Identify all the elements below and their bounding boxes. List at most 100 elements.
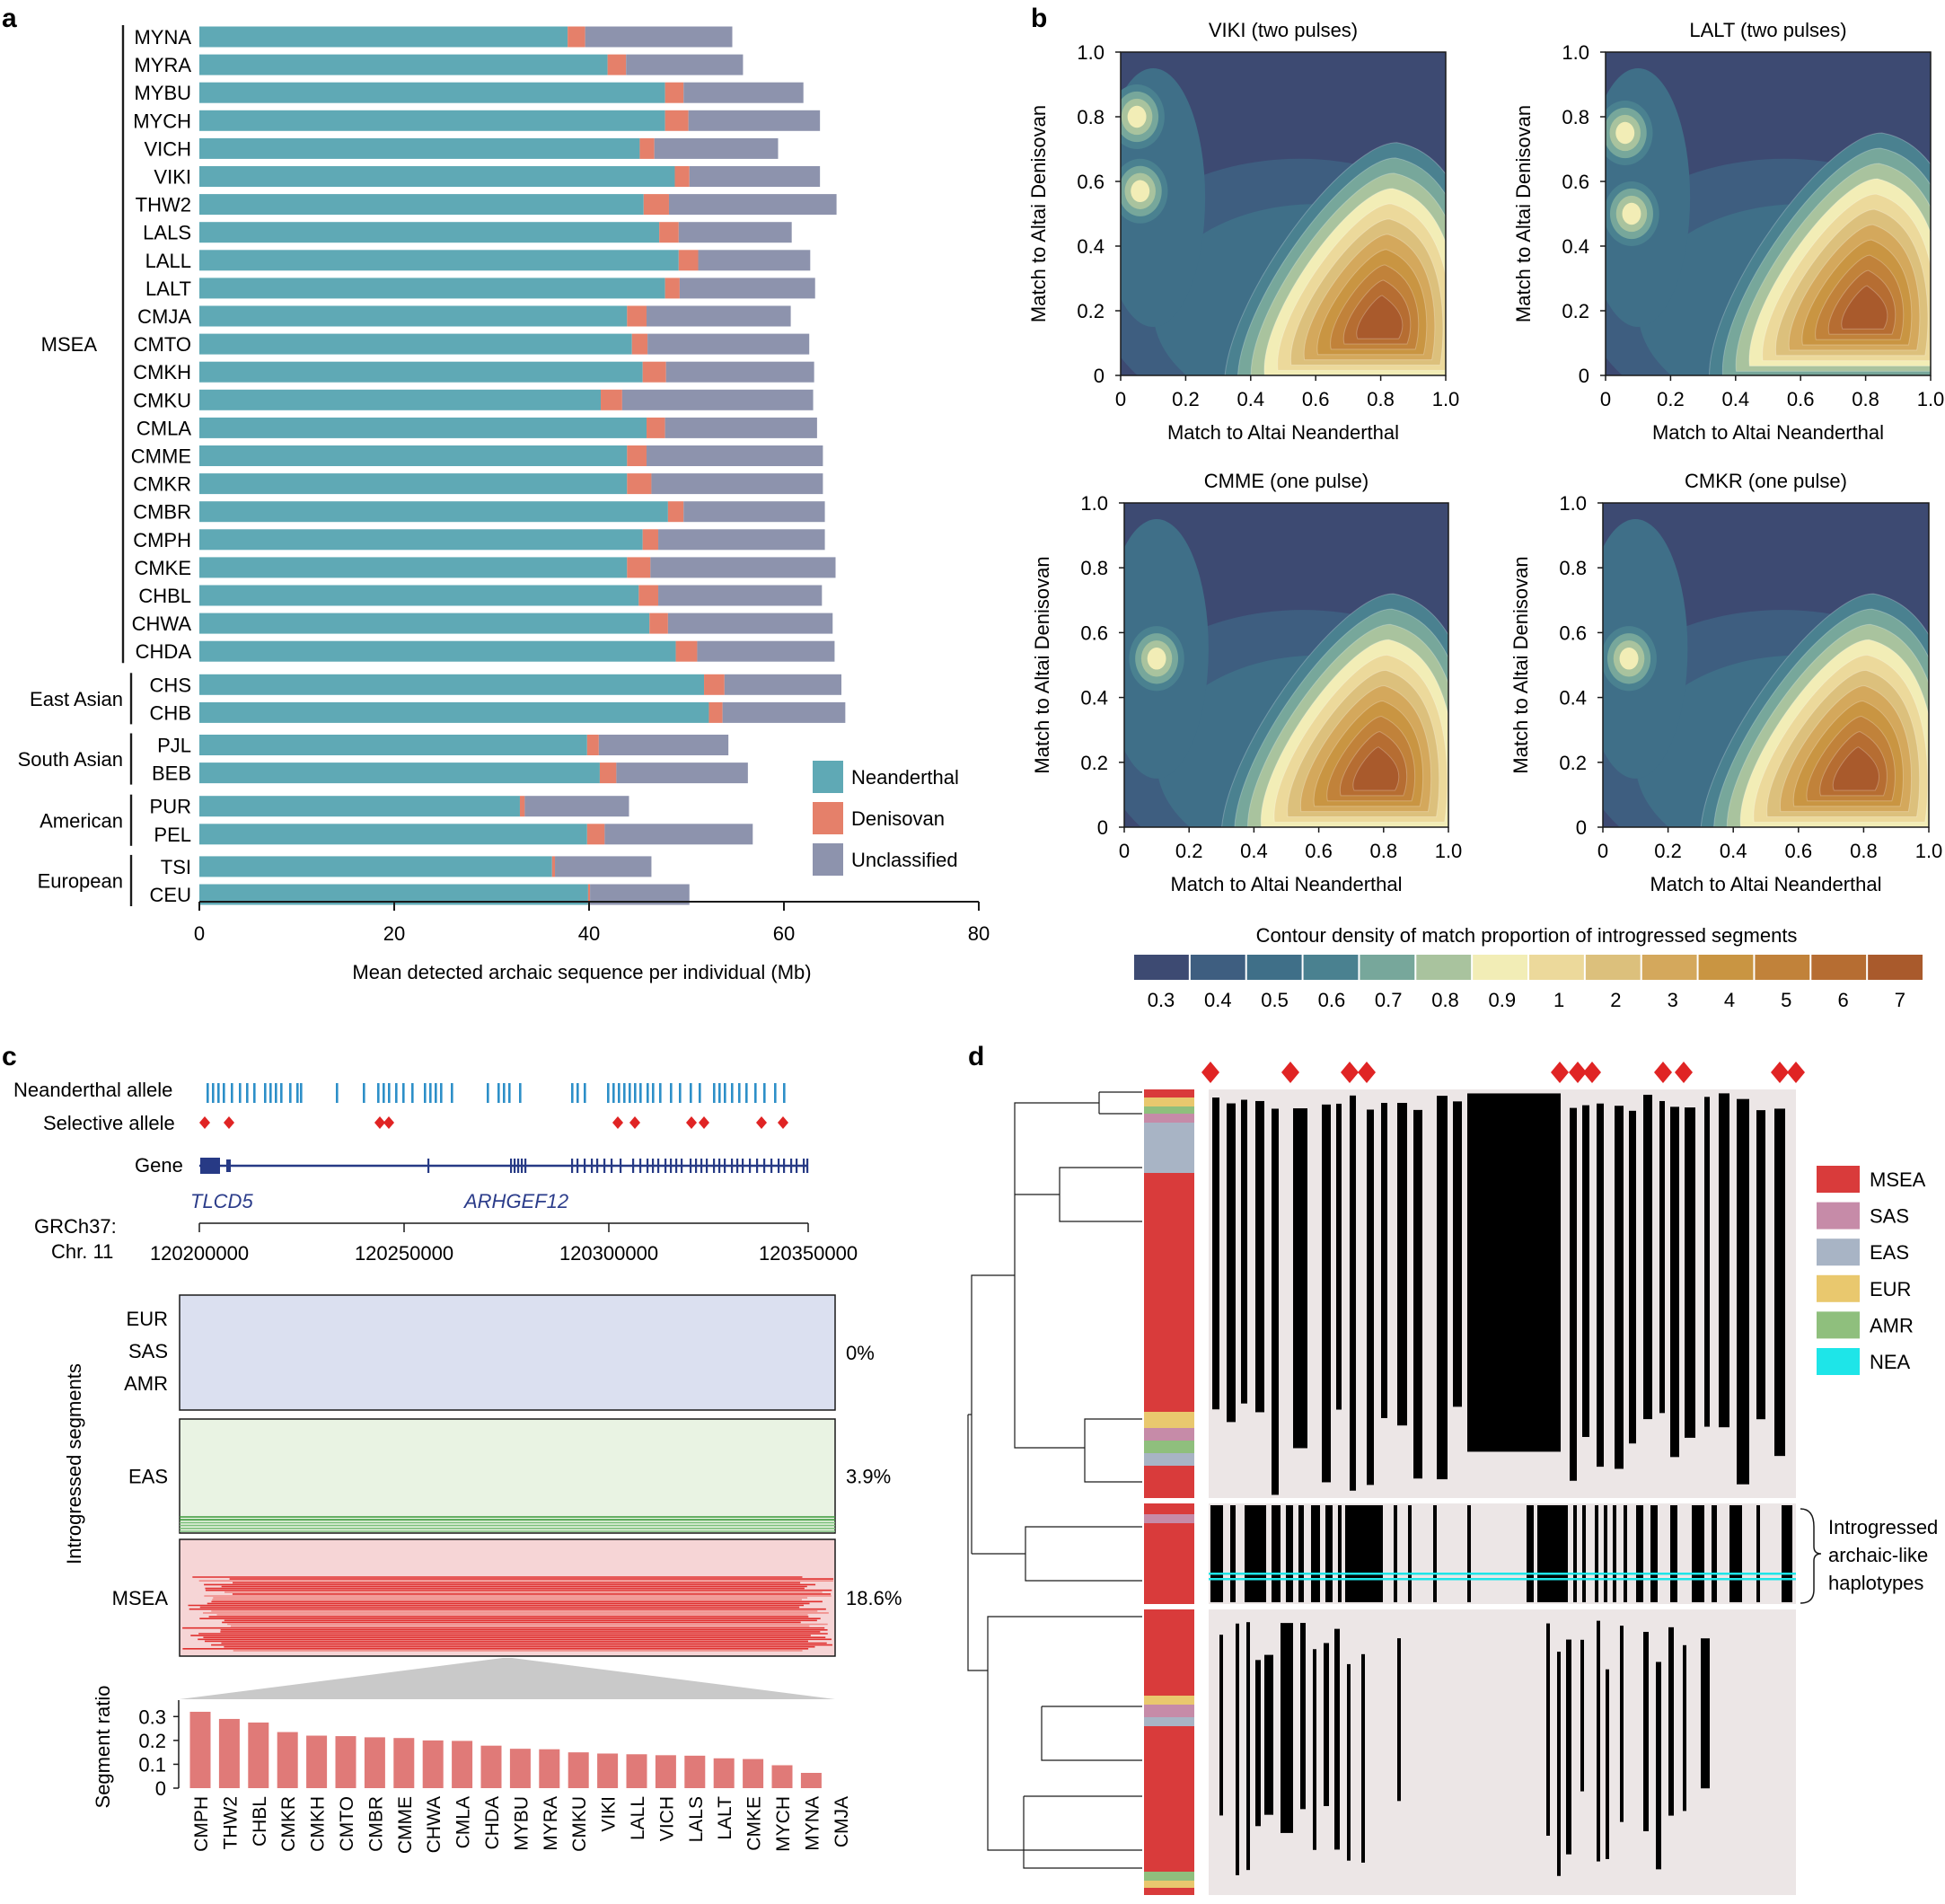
ratio-ytick-label-1: 0.1 [138, 1753, 166, 1776]
population-strip-segment-1 [1144, 1097, 1194, 1106]
legend-label-EUR: EUR [1870, 1278, 1911, 1300]
haplotype-col-c-10 [1347, 1663, 1351, 1861]
row-label-CMPH: CMPH [133, 529, 191, 551]
colorbar-cell-7 [1529, 955, 1584, 980]
colorbar-label-12: 6 [1837, 989, 1848, 1011]
dendrogram-branch-1 [1014, 1102, 1099, 1449]
row-label-CHS: CHS [150, 674, 191, 696]
gene-exon-42 [806, 1159, 809, 1173]
group-label-0: MSEA [41, 333, 98, 356]
selective-site-marker-3 [1358, 1062, 1376, 1083]
neanderthal-allele-tick-34 [576, 1083, 579, 1103]
density-title-0: VIKI (two pulses) [1209, 19, 1358, 41]
ratio-bar-CMME [393, 1738, 415, 1788]
ratio-category-label-VICH: VICH [656, 1796, 677, 1841]
density-xlabel-1: Match to Altai Neanderthal [1652, 421, 1884, 444]
row-label-VIKI: VIKI [154, 166, 191, 189]
selective-allele-marker-4 [612, 1116, 623, 1129]
neanderthal-allele-tick-5 [239, 1083, 242, 1103]
ratio-category-label-CMPH: CMPH [191, 1796, 212, 1852]
density-ytick-label-3-2: 0.4 [1559, 687, 1587, 710]
density-xlabel-3: Match to Altai Neanderthal [1650, 873, 1881, 895]
introgressed-segments-axis-label: Introgressed segments [63, 1363, 85, 1565]
population-strip-segment-21 [1144, 1881, 1194, 1888]
dendrogram-branch-0 [1098, 1091, 1142, 1115]
gene-exon-25 [700, 1159, 703, 1173]
density-title-3: CMKR (one pulse) [1685, 470, 1847, 492]
population-strip-segment-10 [1144, 1453, 1194, 1466]
colorbar-label-7: 1 [1553, 989, 1564, 1011]
haplotype-col-a-15 [1467, 1093, 1561, 1452]
row-label-CMME: CMME [131, 445, 191, 468]
ratio-bar-CHBL [248, 1722, 269, 1788]
density-ytick-label-0-5: 1.0 [1077, 41, 1105, 64]
density-xtick-label-1-2: 0.4 [1722, 388, 1750, 410]
bar-unclassified-VIKI [689, 166, 821, 187]
gene-exon-35 [763, 1159, 766, 1173]
bar-neanderthal-PJL [199, 735, 587, 755]
ratio-y-axis-title: Segment ratio [92, 1686, 114, 1809]
bar-denisovan-CMKR [627, 473, 652, 495]
density-ytick-label-3-3: 0.6 [1559, 621, 1587, 644]
density-ytick-label-2-0: 0 [1097, 816, 1108, 839]
row-label-PUR: PUR [150, 796, 191, 818]
gene-exon-17 [652, 1159, 655, 1173]
bar-unclassified-CMTO [647, 333, 810, 355]
colorbar-label-10: 4 [1724, 989, 1735, 1011]
bar-neanderthal-CMME [199, 445, 628, 466]
neanderthal-allele-tick-15 [336, 1083, 339, 1103]
ratio-bar-CMKU [568, 1752, 589, 1788]
ratio-ytick-label-3: 0.3 [138, 1706, 166, 1728]
neanderthal-allele-tick-24 [429, 1083, 432, 1103]
bar-unclassified-MYCH [688, 110, 821, 131]
haplotype-col-c-7 [1313, 1649, 1316, 1850]
gene-exon-26 [706, 1159, 708, 1173]
bar-unclassified-CMKH [665, 361, 814, 383]
neanderthal-allele-tick-33 [571, 1083, 574, 1103]
gene-exon-5 [524, 1159, 527, 1173]
haplotype-col-a-22 [1659, 1100, 1665, 1414]
population-strip-segment-7 [1144, 1412, 1194, 1428]
coord-tick-label-3: 120350000 [759, 1242, 858, 1265]
density-ytick-label-3-4: 0.8 [1559, 557, 1587, 579]
ratio-category-label-CMJA: CMJA [832, 1796, 852, 1847]
chromosome-label: Chr. 11 [51, 1240, 113, 1263]
population-strip-segment-11 [1144, 1466, 1194, 1498]
selective-allele-marker-3 [383, 1116, 394, 1129]
density-ytick-label-3-0: 0 [1576, 816, 1587, 839]
colorbar-cell-6 [1473, 955, 1527, 980]
colorbar-label-0: 0.3 [1148, 989, 1175, 1011]
haplotype-col-c-13 [1546, 1623, 1550, 1836]
neanderthal-allele-tick-10 [275, 1083, 277, 1103]
coordinate-axis: 120200000 120250000 120300000 120350000 [150, 1222, 858, 1265]
gene-exon-28 [718, 1159, 721, 1173]
panel-label-b: b [1031, 4, 1047, 33]
bar-unclassified-CHBL [658, 585, 823, 606]
haplotype-col-a-21 [1643, 1094, 1652, 1420]
population-strip-segment-18 [1144, 1717, 1194, 1726]
haplotype-col-a-26 [1719, 1093, 1729, 1428]
haplotype-matrix [1209, 1089, 1796, 1895]
selective-allele-marker-8 [756, 1116, 767, 1129]
neanderthal-allele-tick-52 [724, 1083, 726, 1103]
haplotype-col-c-1 [1236, 1623, 1239, 1875]
row-label-CMKH: CMKH [133, 361, 191, 383]
nea-haplotype-line-1 [1209, 1573, 1796, 1575]
density-ytick-label-0-2: 0.4 [1077, 235, 1105, 258]
bar-denisovan-CHWA [649, 613, 668, 634]
haplotype-col-a-17 [1582, 1105, 1589, 1437]
selective-site-markers [1201, 1062, 1805, 1083]
segment-box-pct-1: 3.9% [846, 1466, 891, 1488]
density-xtick-label-0-0: 0 [1115, 388, 1126, 410]
bar-neanderthal-BEB [199, 762, 600, 784]
density-xtick-label-3-1: 0.2 [1654, 840, 1682, 862]
gene-exon-40 [796, 1159, 798, 1173]
gene-exon-37 [778, 1159, 780, 1173]
colorbar-label-1: 0.4 [1204, 989, 1232, 1011]
bar-unclassified-MYNA [585, 26, 733, 48]
gene-exon-34 [756, 1159, 759, 1173]
neanderthal-allele-tick-3 [223, 1083, 225, 1103]
population-strip-segment-3 [1144, 1114, 1194, 1123]
row-label-CMTO: CMTO [134, 333, 191, 356]
haplotype-col-a-13 [1437, 1096, 1448, 1480]
